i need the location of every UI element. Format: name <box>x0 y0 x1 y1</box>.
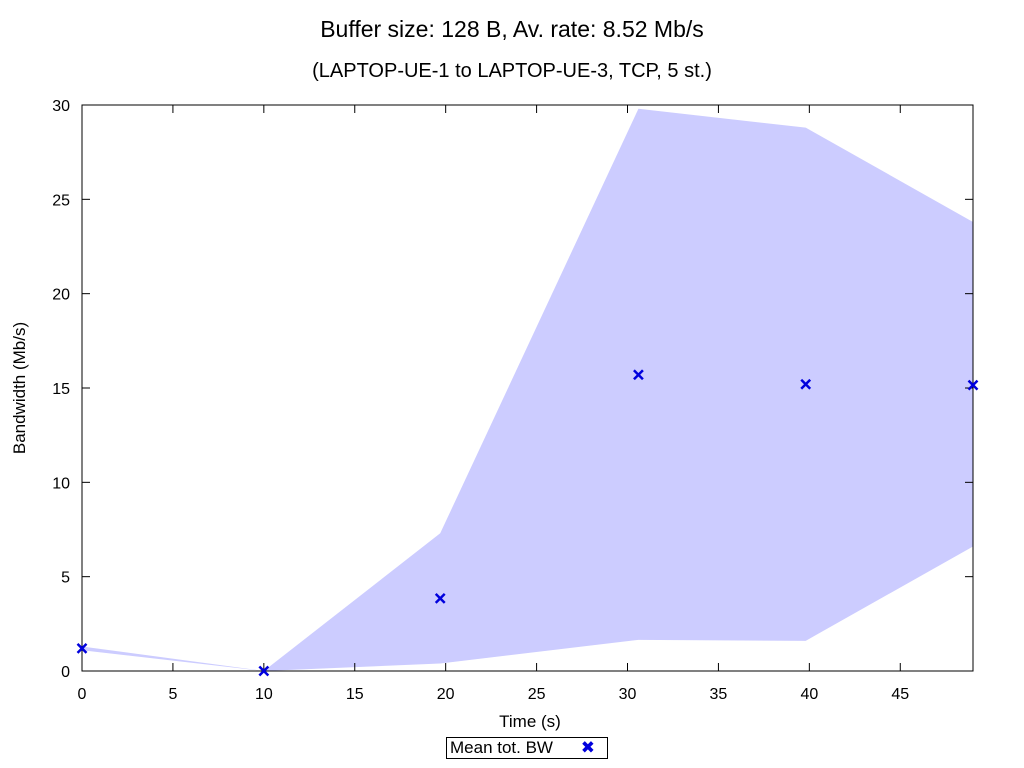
x-tick-label: 10 <box>255 686 273 703</box>
x-tick-label: 15 <box>346 686 364 703</box>
y-axis-label: Bandwidth (Mb/s) <box>10 321 29 455</box>
legend-marker-icon: ✖ <box>580 738 595 757</box>
y-tick-label: 25 <box>52 192 70 209</box>
y-tick-label: 30 <box>52 98 70 115</box>
x-tick-label: 5 <box>168 686 177 703</box>
legend-label: Mean tot. BW <box>450 738 553 757</box>
confidence-band <box>82 108 973 672</box>
x-tick-label: 0 <box>78 686 87 703</box>
chart-title: Buffer size: 128 B, Av. rate: 8.52 Mb/s <box>320 16 704 42</box>
data-point <box>76 642 88 654</box>
x-tick-label: 25 <box>528 686 546 703</box>
data-point <box>800 378 812 390</box>
data-point <box>434 592 446 604</box>
x-tick-label: 30 <box>619 686 637 703</box>
data-point <box>258 665 270 677</box>
chart-subtitle: (LAPTOP-UE-1 to LAPTOP-UE-3, TCP, 5 st.) <box>312 60 712 82</box>
data-point <box>967 379 979 391</box>
x-tick-label: 45 <box>891 686 909 703</box>
data-point <box>633 369 644 381</box>
y-tick-label: 20 <box>52 287 70 304</box>
y-tick-label: 15 <box>52 381 70 398</box>
y-tick-label: 10 <box>52 475 70 492</box>
y-tick-label: 0 <box>61 664 70 681</box>
x-tick-label: 40 <box>800 686 818 703</box>
x-tick-label: 35 <box>710 686 728 703</box>
x-tick-label: 20 <box>437 686 455 703</box>
y-tick-label: 5 <box>61 570 70 587</box>
x-axis-label: Time (s) <box>499 712 561 731</box>
legend: Mean tot. BW ✖ <box>446 737 608 759</box>
